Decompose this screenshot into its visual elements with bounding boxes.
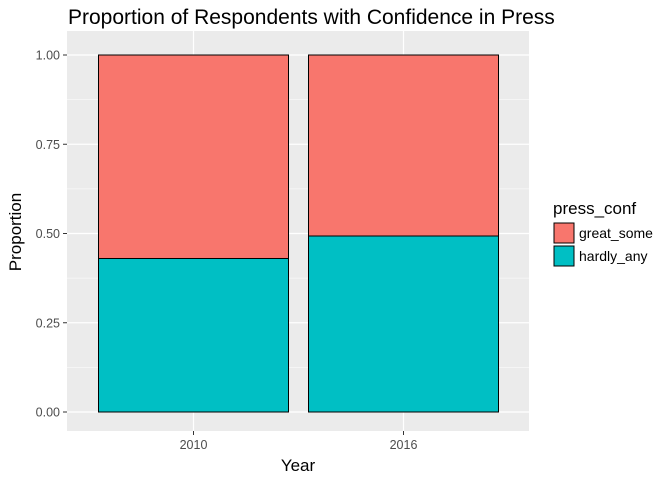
y-tick-label: 0.25 [36,316,60,330]
x-tick-label: 2016 [390,438,418,452]
chart-title: Proportion of Respondents with Confidenc… [68,6,555,29]
y-tick-label: 0.00 [36,406,60,420]
bar-great_some-2016 [308,54,499,237]
legend-items: great_some hardly_any [553,222,653,267]
legend-title: press_conf [553,199,636,218]
x-axis-title: Year [281,456,316,475]
bar-hardly_any-2016 [308,235,499,413]
y-axis-title: Proportion [6,193,25,271]
legend-label-great_some: great_some [579,225,653,241]
legend-key-hardly_any [553,245,575,267]
x-tick-label: 2010 [180,438,208,452]
bar-great_some-2010 [98,54,289,259]
y-tick-label: 1.00 [36,49,60,63]
y-tick-label: 0.50 [36,227,60,241]
bar-hardly_any-2010 [98,257,289,413]
x-axis: 2010 2016 [180,431,418,452]
legend-key-great_some [553,222,575,244]
legend-label-hardly_any: hardly_any [579,248,648,264]
legend: press_conf great_some hardly_any [553,199,653,267]
y-tick-label: 0.75 [36,138,60,152]
y-axis: 0.00 0.25 0.50 0.75 1.00 [36,49,67,420]
bars [98,54,499,413]
